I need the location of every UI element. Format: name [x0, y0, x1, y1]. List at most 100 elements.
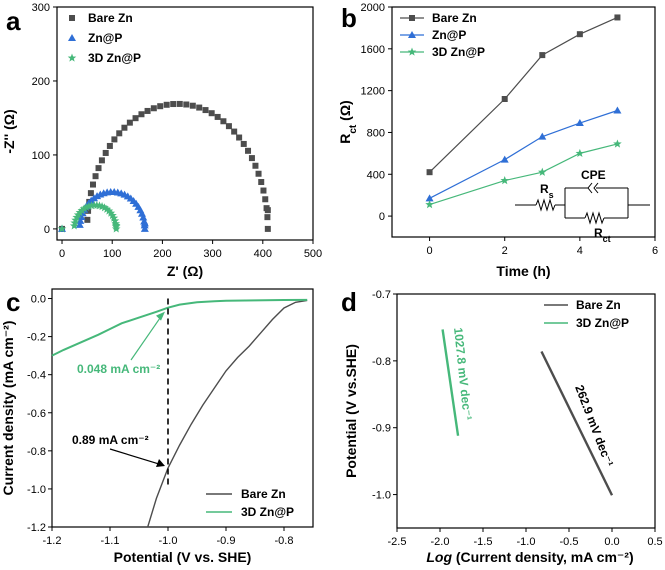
panel-a-point — [98, 157, 105, 164]
panel-a-point — [102, 149, 109, 156]
panel-a-point — [264, 225, 271, 232]
panel-b-point — [613, 139, 622, 148]
panel-b-y-tick-label: 800 — [367, 127, 385, 139]
panel-c-current-density: -1.2 -1.1 -1.0 -0.9 -0.8 0.0 -0.2 -0.4 -0.6 -0.8 -… — [0, 288, 314, 565]
panel-b-legend-label: Zn@P — [432, 28, 466, 42]
panel-b-circuit-cpe-label: CPE — [581, 168, 606, 182]
panel-a-point — [248, 155, 255, 162]
panel-c-x-axis-title: Potential (V vs. SHE) — [114, 549, 252, 565]
panel-a-point — [157, 103, 164, 110]
panel-a-point — [76, 216, 85, 224]
panel-a-legend-label: Zn@P — [88, 31, 122, 45]
panel-b-legend-marker — [408, 31, 416, 38]
panel-b-point — [538, 132, 547, 140]
panel-b-point — [575, 119, 584, 127]
panel-a-point — [75, 220, 84, 228]
panel-c-y-axis-title: Current density (mA cm⁻²) — [0, 321, 16, 496]
panel-letter-b: b — [341, 3, 357, 33]
panel-b-point — [425, 194, 434, 202]
panel-b-legend-marker — [407, 47, 417, 56]
panel-d-line-0 — [540, 350, 614, 496]
panel-c-x-tick-label: -1.0 — [159, 535, 178, 547]
panel-a-point — [183, 101, 190, 108]
panel-a-frame — [56, 6, 314, 241]
panel-c-y-tick-label: -0.4 — [27, 370, 46, 382]
panel-a-point — [150, 105, 157, 112]
panel-d-x-tick-label: -0.5 — [560, 536, 579, 548]
panel-d-legend-label: Bare Zn — [576, 298, 621, 312]
panel-a-point — [104, 206, 114, 215]
panel-b-y-tick-label: 0 — [379, 211, 385, 223]
panel-b-x-tick-label: 4 — [577, 245, 583, 257]
panel-a-point — [109, 213, 119, 222]
panel-d-y-axis-title: Potential (V vs.SHE) — [343, 344, 359, 478]
panel-b-circuit-rct-label: Rct — [594, 226, 611, 244]
panel-a-series-0 — [59, 100, 271, 232]
panel-b-series-1 — [425, 106, 622, 202]
panel-a-point — [92, 173, 99, 180]
panel-a-point — [132, 115, 139, 122]
panel-a-point — [77, 206, 87, 215]
panel-a-point — [264, 214, 271, 221]
panel-a-legend-label: Bare Zn — [88, 11, 133, 25]
panel-a-point — [214, 113, 221, 120]
panel-d-tafel: -2.5 -2.0 -1.5 -1.0 -0.5 0.0 0.5 -0.7 -0.8 -0.9 -1… — [343, 289, 663, 565]
panel-c-x-tick-label: -1.1 — [101, 535, 120, 547]
panel-c-line-1 — [51, 298, 308, 357]
panel-a-x-tick-label: 200 — [153, 248, 171, 260]
panel-b-rct-vs-time: 0 2 4 6 0 400 800 1200 1600 2000 Time (h) Rct (Ω) Ba… — [337, 2, 658, 279]
panel-b-legend: Bare Zn Zn@P 3D Zn@P — [400, 11, 485, 59]
panel-c-legend: Bare Zn 3D Zn@P — [206, 487, 294, 519]
panel-a-point — [77, 213, 86, 221]
panel-b-line-1 — [429, 109, 618, 199]
panel-b-point — [614, 14, 621, 21]
panel-d-y-tick-label: -0.9 — [372, 423, 391, 435]
panel-a-point — [106, 142, 113, 149]
circuit-cpe — [587, 182, 593, 194]
panel-b-y-axis-title: Rct (Ω) — [337, 100, 359, 143]
panel-b-point — [500, 176, 509, 185]
panel-a-point — [102, 204, 112, 213]
panel-a-point — [240, 140, 247, 147]
panel-a-x-tick-label: 500 — [304, 248, 322, 260]
circuit-resistor-rs — [535, 198, 556, 212]
panel-a-point — [126, 119, 133, 126]
panel-b-point — [500, 155, 509, 163]
panel-d-x-tick-label: -1.5 — [474, 536, 493, 548]
panel-b-circuit-rs-label: Rs — [540, 182, 554, 200]
panel-a-y-tick-label: 200 — [32, 76, 50, 88]
panel-b-frame — [391, 6, 656, 238]
panel-d-x-tick-label: 0.0 — [604, 536, 619, 548]
panel-b-y-tick-label: 400 — [367, 169, 385, 181]
panel-c-x-tick-label: -1.2 — [43, 535, 62, 547]
panel-c-annotation-arrowhead-green — [156, 311, 165, 321]
panel-a-legend-label: 3D Zn@P — [88, 51, 141, 65]
panel-a-point — [111, 136, 118, 143]
panel-a-y-tick-label: 100 — [32, 150, 50, 162]
panel-a-point — [220, 118, 227, 125]
panel-a-point — [208, 110, 215, 117]
panel-d-line-1 — [441, 329, 460, 436]
panel-a-point — [89, 181, 96, 188]
panel-a-x-tick-label: 400 — [254, 248, 272, 260]
panel-a-point — [189, 102, 196, 109]
panel-letter-d: d — [341, 287, 357, 317]
panel-c-x-tick-label: -0.9 — [217, 535, 236, 547]
panel-a-point — [139, 213, 148, 221]
panel-b-point — [575, 148, 585, 157]
panel-a-series-1 — [58, 187, 149, 232]
panel-a-point — [110, 216, 120, 225]
panel-b-point — [538, 167, 547, 176]
panel-a-point — [163, 101, 170, 108]
panel-a-point — [140, 219, 149, 227]
panel-a-point — [264, 207, 271, 214]
panel-a-x-tick-label: 0 — [59, 248, 65, 260]
panel-b-x-axis-title: Time (h) — [496, 263, 550, 279]
panel-a-point — [111, 224, 121, 233]
panel-a-point — [69, 221, 79, 230]
panel-c-y-tick-label: -1.2 — [27, 522, 46, 534]
panel-c-annotation-arrowhead-black — [156, 458, 165, 467]
panel-c-frame — [51, 288, 314, 528]
